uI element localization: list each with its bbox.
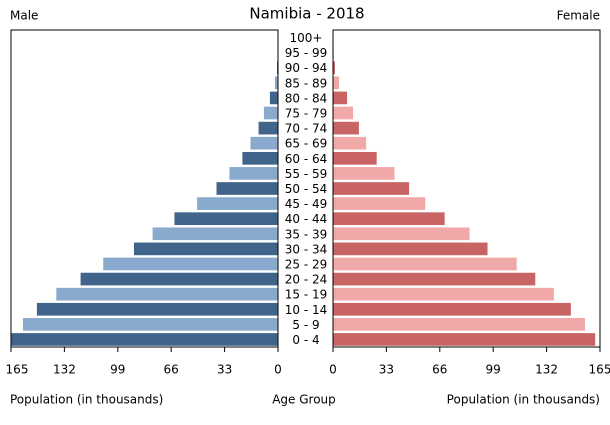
x-tick-label-left: 165 [6,363,29,377]
age-label: 35 - 39 [285,227,328,241]
x-tick-label-right: 66 [432,363,447,377]
age-label: 25 - 29 [285,257,328,271]
bar-female [333,318,585,331]
x-tick-label-right: 99 [486,363,501,377]
bar-male [229,167,278,180]
bar-female [333,197,426,210]
x-tick-label-left: 33 [217,363,232,377]
x-axis-label-left: Population (in thousands) [10,393,163,407]
bar-male [36,302,279,316]
age-label: 100+ [290,31,323,45]
bar-female [333,287,554,301]
bar-male [269,91,278,105]
bar-male [22,318,278,331]
age-label: 60 - 64 [285,152,328,166]
bar-female [333,257,517,271]
x-tick-label-left: 0 [274,363,282,377]
bar-female [333,91,348,105]
age-label: 50 - 54 [285,182,328,196]
bar-male [152,227,278,241]
age-label: 20 - 24 [285,273,328,287]
bar-male [80,272,278,286]
age-label: 95 - 99 [285,46,328,60]
bar-female [333,182,410,195]
legend-female: Female [557,9,600,23]
bar-male [274,76,278,90]
bar-male [11,333,278,346]
bar-male [197,197,278,210]
bar-male [133,242,278,256]
bar-female [333,302,571,316]
bar-female [333,212,445,226]
bar-female [333,76,339,90]
age-label: 0 - 4 [292,333,319,347]
x-tick-label-left: 132 [53,363,76,377]
age-label: 70 - 74 [285,122,328,136]
bar-male [103,257,279,271]
age-label: 40 - 44 [285,212,328,226]
bar-female [333,272,536,286]
bar-male [174,212,278,226]
panel-frame-left [10,29,279,348]
x-tick-label-right: 33 [379,363,394,377]
age-label: 90 - 94 [285,61,328,75]
bar-female [333,227,470,241]
bar-male [250,136,278,150]
chart-title: Namibia - 2018 [249,5,364,23]
age-label: 15 - 19 [285,288,328,302]
bar-male [258,121,278,135]
bar-female [333,151,377,165]
y-axis-label: Age Group [272,393,336,407]
x-tick-label-left: 99 [110,363,125,377]
bar-male [242,151,278,165]
age-label: 5 - 9 [292,318,319,332]
age-label: 75 - 79 [285,107,328,121]
bar-male [56,287,279,301]
legend-male: Male [10,9,38,23]
x-tick-label-left: 66 [164,363,179,377]
bar-female [333,167,395,180]
x-axis-label-right: Population (in thousands) [447,393,600,407]
age-label: 30 - 34 [285,242,328,256]
x-tick-label-right: 132 [535,363,558,377]
bar-female [333,136,367,150]
bar-female [333,121,359,135]
age-label: 80 - 84 [285,91,328,105]
panel-frame-right [332,29,601,348]
x-tick-label-right: 165 [589,363,610,377]
bar-female [333,333,596,346]
age-label: 45 - 49 [285,197,328,211]
x-tick-label-right: 0 [329,363,337,377]
bar-female [333,106,354,120]
bar-female [333,242,488,256]
bar-male [216,182,278,195]
bar-female [333,61,335,75]
age-label: 10 - 14 [285,303,328,317]
age-label: 85 - 89 [285,76,328,90]
age-label: 65 - 69 [285,137,328,151]
age-label: 55 - 59 [285,167,328,181]
bar-male [263,106,278,120]
